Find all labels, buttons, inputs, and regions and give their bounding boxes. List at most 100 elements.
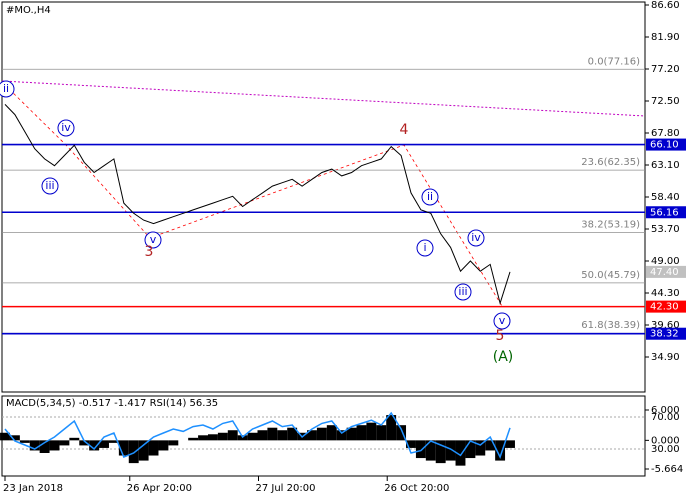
y-tick-label: 86.60 [651, 0, 680, 11]
macd-bar [435, 440, 446, 464]
level-box [646, 206, 686, 219]
macd-bar [49, 440, 60, 451]
rsi-tick-label: 30.00 [651, 444, 680, 455]
macd-bar [475, 440, 486, 456]
macd-tick-label: -5.664 [651, 464, 683, 475]
trend-line [1, 80, 646, 117]
level-box [646, 265, 686, 278]
wave-label: iv [61, 121, 71, 134]
macd-bar [366, 422, 377, 441]
wave-circle [421, 188, 439, 206]
macd-bar [207, 434, 218, 441]
macd-bar [326, 425, 337, 441]
level-label: 66.10 [650, 140, 679, 151]
rsi-line [4, 411, 511, 459]
macd-bar [267, 427, 278, 441]
indicator-title: MACD(5,34,5) -0.517 -1.417 RSI(14) 56.35 [6, 398, 218, 409]
level-label: 42.30 [650, 302, 679, 313]
macd-bar [307, 430, 317, 441]
macd-bar [455, 440, 466, 466]
macd-bar [108, 440, 119, 443]
price-line [4, 104, 511, 306]
y-tick-label: 44.30 [651, 288, 680, 299]
macd-bar [128, 440, 139, 464]
macd-bar [0, 432, 10, 441]
macd-bar [227, 430, 238, 441]
macd-bar [346, 427, 357, 441]
macd-bar [118, 440, 129, 456]
fib-label: 61.8(38.39) [581, 320, 640, 331]
macd-bar [19, 440, 30, 443]
x-tick-label: 26 Apr 20:00 [127, 483, 192, 494]
macd-bar [396, 425, 407, 441]
fib-label: 50.0(45.79) [581, 270, 640, 281]
level-label: 56.16 [650, 207, 679, 218]
y-tick-label: 58.40 [651, 192, 680, 203]
wave-label: 4 [400, 122, 409, 138]
macd-bar [217, 432, 228, 441]
wave-label: 3 [145, 244, 154, 260]
macd-bar [316, 427, 327, 441]
level-box [646, 300, 686, 313]
wave-label: ii [3, 82, 9, 95]
chart-title: #MO.,H4 [6, 5, 51, 16]
wave-circle [416, 239, 434, 257]
macd-bar [386, 415, 397, 441]
macd-bar [277, 430, 288, 441]
macd-bar [29, 440, 40, 451]
macd-bar [257, 430, 268, 441]
wave-label: iv [471, 231, 481, 244]
macd-bar [39, 440, 50, 453]
macd-bar [247, 432, 258, 441]
rsi-tick-label: 70.00 [651, 412, 680, 423]
macd-bar [198, 435, 208, 441]
macd-tick-label: 6.000 [651, 405, 680, 416]
wave-label: i [423, 241, 426, 254]
level-label: 38.32 [650, 329, 679, 340]
wave-label: ii [427, 190, 433, 203]
wave-circle [454, 283, 472, 301]
x-tick-label: 26 Oct 20:00 [384, 483, 449, 494]
macd-bar [336, 430, 347, 441]
macd-bar [415, 440, 426, 459]
macd-bar [356, 425, 367, 441]
macd-bar [505, 440, 515, 448]
macd-bar [425, 440, 436, 461]
macd-bar [79, 440, 90, 446]
macd-bar [59, 440, 70, 446]
macd-bar [9, 435, 20, 441]
y-tick-label: 53.70 [651, 224, 680, 235]
y-tick-label: 63.10 [651, 160, 680, 171]
x-tick-label: 23 Jan 2018 [3, 483, 63, 494]
macd-bar [485, 440, 496, 451]
macd-bar [406, 440, 416, 448]
wave-label: iii [45, 179, 54, 192]
wave-label: 5 [496, 328, 505, 344]
wave-label: v [150, 233, 157, 246]
macd-bar [376, 425, 387, 441]
wave-circle [0, 80, 15, 98]
x-tick-label: 27 Jul 20:00 [255, 483, 315, 494]
macd-bar [89, 440, 100, 451]
wave-circle [493, 312, 511, 330]
y-tick-label: 81.90 [651, 32, 680, 43]
macd-bar [465, 440, 476, 459]
macd-bar [148, 440, 159, 456]
macd-bar [99, 440, 109, 448]
level-box [646, 138, 686, 151]
y-tick-label: 77.20 [651, 64, 680, 75]
macd-bar [445, 440, 456, 461]
macd-bar [158, 440, 169, 451]
macd-bar [495, 440, 506, 461]
macd-bar [168, 440, 179, 446]
y-tick-label: 67.80 [651, 128, 680, 139]
macd-bar [287, 427, 298, 441]
macd-bar [138, 440, 149, 461]
wave-circle [144, 231, 162, 249]
level-label: 47.40 [650, 267, 679, 278]
macd-bar [188, 437, 199, 441]
wave-label: v [499, 314, 506, 327]
y-tick-label: 39.60 [651, 320, 680, 331]
wave-circle [57, 119, 75, 137]
